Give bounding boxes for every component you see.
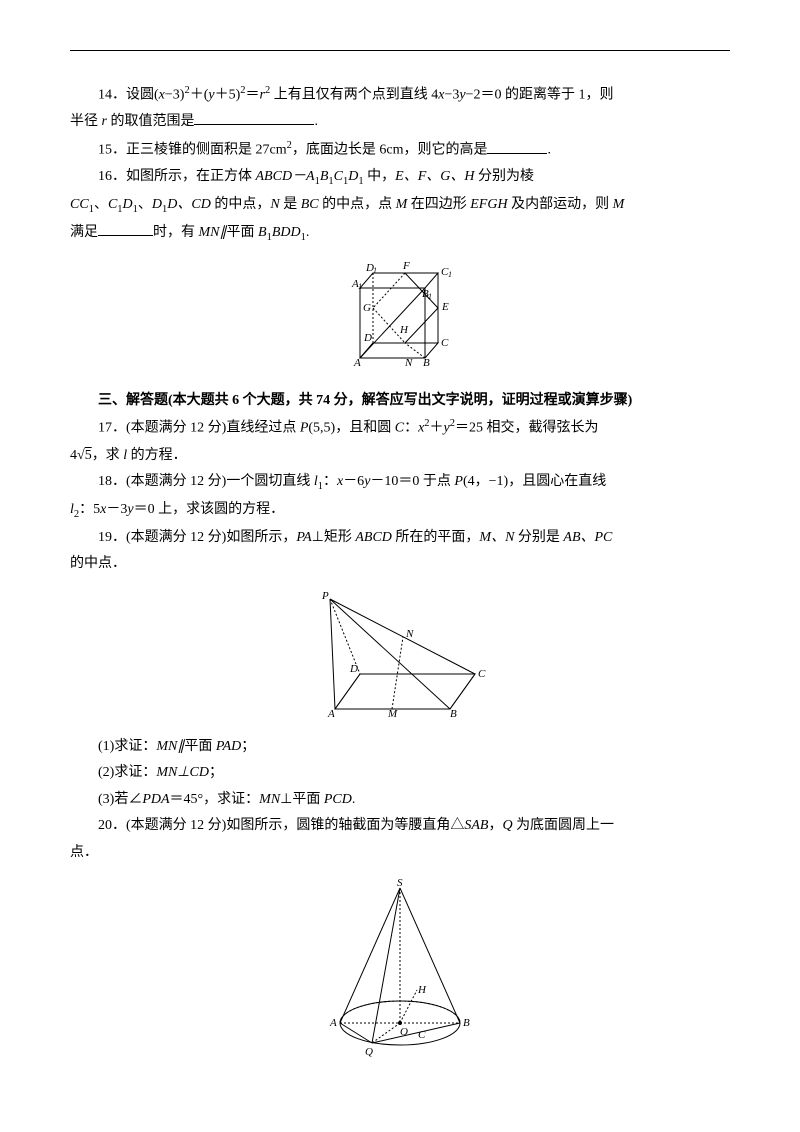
svg-text:1: 1: [358, 282, 362, 291]
svg-text:M: M: [387, 708, 398, 719]
q16-line2: CC1、C1D1、D1D、CD 的中点，N 是 BC 的中点，点 M 在四边形 …: [70, 192, 730, 220]
q19-sub3: (3)若∠PDA＝45°，求证：MN⊥平面 PCD.: [70, 787, 730, 814]
rect-svg: P A B C D M N: [300, 584, 500, 719]
svg-text:D: D: [349, 663, 358, 675]
svg-text:A: A: [327, 708, 335, 719]
section3-heading: 三、解答题(本大题共 6 个大题，共 74 分，解答应写出文字说明，证明过程或演…: [70, 388, 730, 415]
q19-line1: 19．(本题满分 12 分)如图所示，PA⊥矩形 ABCD 所在的平面，M、N …: [70, 525, 730, 552]
q18-line1: 18．(本题满分 12 分)一个圆切直线 l1：x－6y－10＝0 于点 P(4…: [70, 469, 730, 497]
svg-text:C: C: [478, 668, 486, 680]
svg-text:B: B: [463, 1017, 470, 1029]
q20-line1: 20．(本题满分 12 分)如图所示，圆锥的轴截面为等腰直角△SAB，Q 为底面…: [70, 813, 730, 840]
svg-text:E: E: [441, 301, 449, 313]
q18-line2: l2：5x－3y＝0 上，求该圆的方程．: [70, 497, 730, 525]
svg-text:N: N: [405, 628, 414, 640]
svg-text:A: A: [353, 357, 361, 369]
blank-q16: [98, 235, 153, 236]
q14-line1: 14．设圆(x−3)2＋(y＋5)2＝r2 上有且仅有两个点到直线 4x−3y−…: [70, 81, 730, 109]
q16-line3: 满足时，有 MN∥平面 B1BDD1.: [70, 220, 730, 248]
q16-line1: 16．如图所示，在正方体 ABCD－A1B1C1D1 中，E、F、G、H 分别为…: [70, 164, 730, 192]
blank-q14: [194, 124, 314, 125]
q19-line2: 的中点．: [70, 551, 730, 578]
svg-text:1: 1: [428, 292, 432, 301]
page: 14．设圆(x−3)2＋(y＋5)2＝r2 上有且仅有两个点到直线 4x−3y−…: [0, 0, 800, 1132]
svg-text:1: 1: [373, 266, 377, 275]
svg-text:Q: Q: [365, 1046, 373, 1058]
q19-sub2: (2)求证：MN⊥CD；: [70, 760, 730, 787]
q17-line2: 4√5，求 l 的方程．: [70, 443, 730, 470]
svg-text:C: C: [418, 1029, 426, 1041]
svg-text:P: P: [321, 590, 329, 602]
figure-cube: A B C D A1 B1 C1 D1 E F G H N: [70, 253, 730, 384]
svg-text:A: A: [329, 1017, 337, 1029]
q15: 15．正三棱锥的侧面积是 27cm2，底面边长是 6cm，则它的高是.: [70, 136, 730, 164]
cube-svg: A B C D A1 B1 C1 D1 E F G H N: [330, 253, 470, 373]
q20-line2: 点．: [70, 840, 730, 867]
svg-text:B: B: [450, 708, 457, 719]
blank-q15: [487, 153, 547, 154]
svg-text:1: 1: [448, 270, 452, 279]
svg-text:B: B: [423, 357, 430, 369]
svg-text:H: H: [399, 324, 409, 336]
q14-line2: 半径 r 的取值范围是.: [70, 109, 730, 136]
q19-sub1: (1)求证：MN∥平面 PAD；: [70, 734, 730, 761]
figure-rect: P A B C D M N: [70, 584, 730, 730]
svg-text:H: H: [417, 984, 427, 996]
svg-text:N: N: [404, 357, 413, 369]
svg-text:D: D: [363, 332, 372, 344]
svg-text:C: C: [441, 337, 449, 349]
svg-text:F: F: [402, 260, 410, 272]
cone-svg: S A B O Q H C: [310, 873, 490, 1063]
top-rule: [70, 50, 730, 51]
svg-text:S: S: [397, 877, 403, 889]
q17-line1: 17．(本题满分 12 分)直线经过点 P(5,5)，且和圆 C：x2＋y2＝2…: [70, 414, 730, 442]
svg-text:G: G: [363, 302, 371, 314]
figure-cone: S A B O Q H C: [70, 873, 730, 1074]
svg-text:O: O: [400, 1026, 408, 1038]
